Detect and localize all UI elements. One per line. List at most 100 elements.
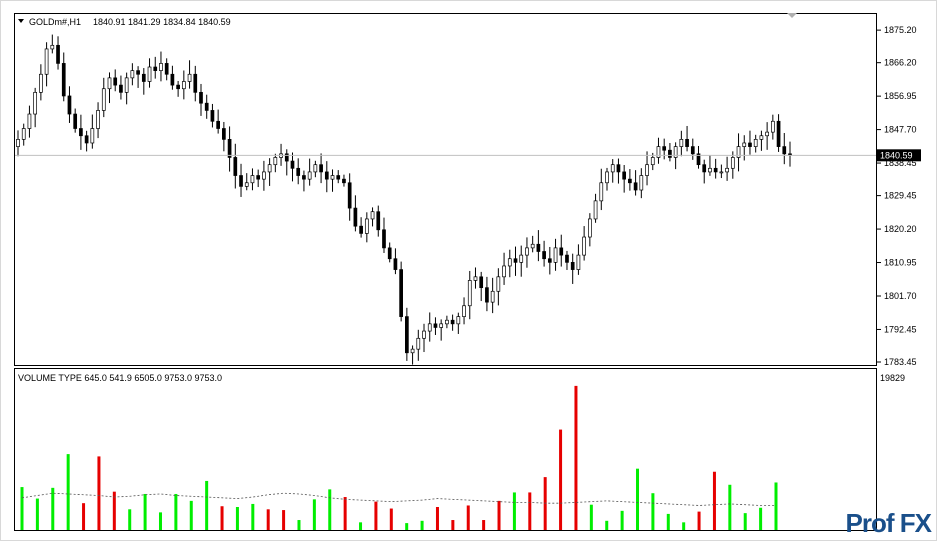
price-tick-label: 1856.95	[884, 91, 917, 101]
volume-bar	[359, 522, 363, 530]
candle	[656, 137, 661, 164]
candle	[588, 213, 592, 247]
candle	[610, 159, 615, 183]
candle	[359, 217, 363, 238]
candle	[645, 151, 649, 186]
dropdown-arrow-icon[interactable]	[18, 19, 24, 23]
candle	[622, 164, 627, 193]
candle	[427, 312, 432, 342]
candle	[290, 152, 295, 182]
candle	[319, 153, 323, 184]
volume-bar	[266, 509, 270, 530]
candle	[765, 122, 769, 150]
volume-bar	[574, 385, 578, 530]
candle	[547, 246, 552, 275]
candle	[176, 80, 180, 97]
volume-bar	[512, 492, 516, 530]
volume-bar	[666, 513, 670, 530]
volume-bar	[235, 507, 239, 530]
candle	[153, 56, 158, 79]
candle	[50, 34, 55, 54]
candle	[696, 145, 701, 169]
candle	[199, 83, 203, 116]
volume-bar	[482, 520, 486, 530]
candle	[422, 323, 426, 353]
shift-marker-icon[interactable]	[787, 13, 797, 18]
candle	[770, 114, 775, 140]
candle	[73, 108, 78, 133]
candle	[353, 195, 358, 232]
volume-bar	[759, 507, 763, 530]
candle	[44, 42, 49, 87]
candle	[576, 244, 581, 275]
volume-bar	[620, 510, 624, 530]
candle	[347, 173, 352, 221]
volume-bars	[20, 385, 778, 530]
price-axis: 1875.20 1866.20 1856.95 1847.70 1838.45 1829.…	[876, 25, 917, 367]
candle	[67, 86, 72, 123]
volume-bar	[328, 489, 332, 530]
candle	[284, 149, 289, 176]
candle	[639, 168, 644, 199]
volume-bar	[774, 482, 778, 530]
volume-bar	[651, 493, 655, 530]
candle	[307, 158, 312, 186]
candle	[725, 156, 729, 181]
candle	[159, 51, 163, 82]
volume-bar	[343, 497, 347, 530]
candle	[170, 65, 175, 90]
candle	[542, 240, 546, 267]
candle	[233, 143, 238, 189]
candle	[136, 66, 140, 88]
candle	[559, 234, 564, 267]
price-tick-label: 1801.70	[884, 291, 917, 301]
volume-bar	[743, 513, 747, 530]
volume-bar	[20, 487, 24, 530]
candle	[107, 72, 112, 104]
volume-bar	[497, 500, 501, 530]
volume-bar	[435, 507, 439, 530]
candle	[679, 130, 684, 157]
candle	[193, 65, 198, 102]
candle	[244, 173, 249, 191]
volume-indicator-title: VOLUME TYPE 645.0 541.9 6505.0 9753.0 97…	[18, 373, 222, 383]
candle	[702, 159, 707, 184]
price-panel[interactable]	[14, 13, 877, 366]
volume-bar	[636, 468, 640, 530]
candle	[730, 151, 735, 179]
candle	[776, 114, 781, 152]
volume-bar	[51, 487, 55, 530]
candle	[668, 143, 672, 162]
candle	[502, 252, 506, 285]
candle	[370, 207, 375, 227]
candle	[633, 170, 638, 196]
volume-bar	[374, 501, 378, 530]
candle	[439, 319, 444, 341]
candle	[204, 94, 209, 119]
candle	[467, 270, 472, 320]
candlestick-series	[16, 34, 792, 365]
volume-bar	[728, 484, 732, 530]
candle	[599, 168, 604, 211]
volume-panel[interactable]	[14, 368, 877, 531]
candle	[685, 125, 689, 152]
candle	[616, 158, 621, 184]
price-tick-label: 1875.20	[884, 25, 917, 35]
candle	[342, 174, 346, 187]
ohlc-values: 1840.91 1841.29 1834.84 1840.59	[93, 17, 231, 27]
candle	[445, 315, 449, 329]
volume-bar	[282, 510, 286, 530]
candle	[147, 58, 152, 88]
candle	[239, 163, 243, 197]
candle	[462, 297, 466, 325]
candle	[273, 153, 278, 173]
candle	[473, 267, 478, 289]
candle	[433, 317, 438, 335]
candle	[628, 169, 632, 191]
volume-bar	[174, 493, 178, 530]
candle	[536, 230, 541, 262]
candle	[690, 138, 695, 160]
candle	[753, 134, 758, 153]
